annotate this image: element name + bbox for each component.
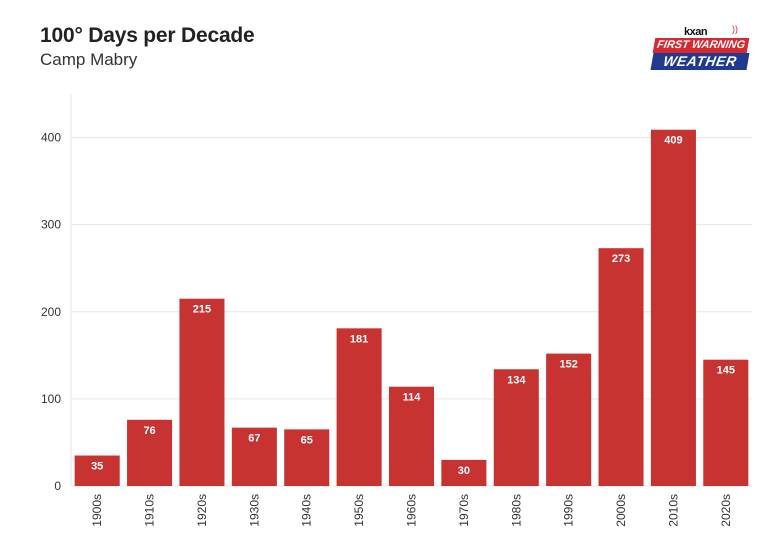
- bars: [74, 129, 749, 486]
- chart-title: 100° Days per Decade: [40, 24, 255, 47]
- x-tick-label: 1940s: [300, 494, 314, 527]
- bar: [441, 459, 487, 486]
- y-tick-label: 400: [41, 131, 61, 145]
- bar-value-label: 409: [664, 135, 682, 147]
- bar-value-label: 76: [143, 425, 155, 437]
- x-tick-label: 1930s: [247, 494, 261, 527]
- bar-value-label: 215: [193, 304, 211, 316]
- x-tick-label: 2010s: [666, 494, 680, 527]
- y-axis-ticks: 0 100 200 300 400: [41, 131, 61, 493]
- bar-value-labels: 35 76 215 67 65 181 114 30 134 152 273 409 145: [91, 135, 735, 477]
- x-tick-label: 2000s: [614, 494, 628, 527]
- bar: [74, 455, 120, 486]
- y-tick-label: 300: [41, 218, 61, 232]
- bar: [650, 129, 696, 486]
- x-tick-label: 1970s: [457, 494, 471, 527]
- bar: [127, 419, 173, 486]
- y-tick-label: 0: [54, 479, 61, 493]
- bar-value-label: 65: [301, 434, 313, 446]
- signal-icon: )): [732, 24, 738, 34]
- bar-value-label: 181: [350, 333, 368, 345]
- x-axis-ticks: 1900s 1910s 1920s 1930s 1940s 1950s 1960s 1970s…: [90, 494, 733, 527]
- bar-value-label: 134: [507, 374, 526, 386]
- x-tick-label: 1900s: [90, 494, 104, 527]
- logo-brand: kxan: [684, 26, 708, 38]
- bar: [388, 386, 435, 486]
- x-tick-label: 1980s: [509, 494, 523, 527]
- x-tick-label: 1910s: [143, 494, 157, 527]
- x-tick-label: 1990s: [562, 494, 576, 527]
- bar: [284, 429, 330, 486]
- bar-value-label: 114: [403, 392, 422, 404]
- bar-value-label: 35: [91, 461, 103, 473]
- bar-value-label: 145: [717, 365, 735, 377]
- station-logo: kxan )) FIRST WARNING WEATHER: [650, 24, 752, 72]
- bar: [231, 427, 277, 486]
- bar-value-label: 30: [458, 465, 470, 477]
- x-tick-label: 1920s: [195, 494, 209, 527]
- bar: [598, 248, 644, 486]
- bar: [179, 298, 225, 486]
- y-tick-label: 200: [41, 305, 61, 319]
- y-tick-label: 100: [41, 392, 61, 406]
- chart-subtitle: Camp Mabry: [40, 50, 138, 69]
- x-tick-label: 2020s: [719, 494, 733, 527]
- bar: [546, 353, 592, 486]
- x-tick-label: 1950s: [352, 494, 366, 527]
- bar-value-label: 67: [248, 433, 260, 445]
- x-tick-label: 1960s: [405, 494, 419, 527]
- bar: [336, 328, 382, 486]
- bar-value-label: 273: [612, 253, 630, 265]
- bar: [493, 369, 539, 486]
- bar: [703, 359, 749, 486]
- bar-value-label: 152: [559, 359, 577, 371]
